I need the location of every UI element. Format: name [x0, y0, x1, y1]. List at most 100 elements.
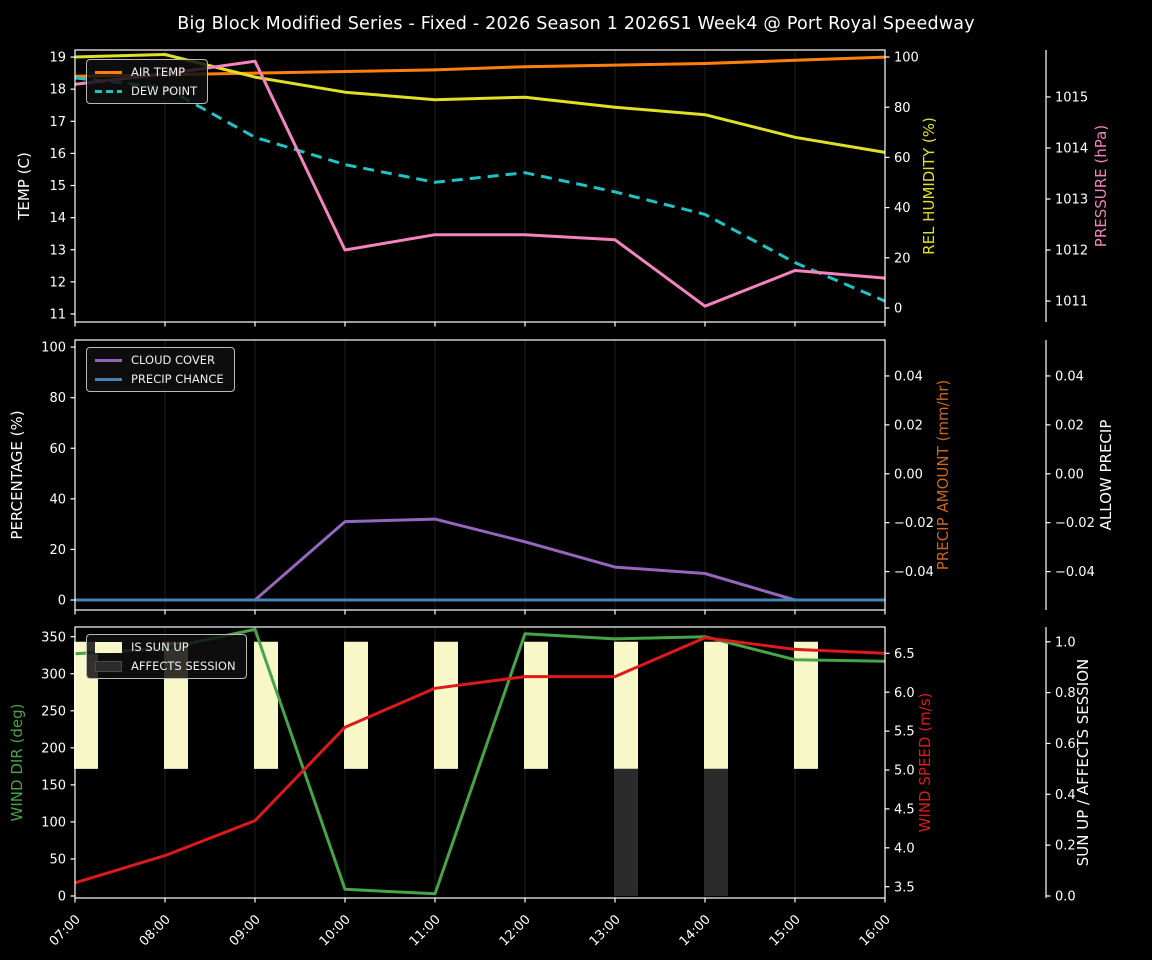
left-tick-label: 0 — [58, 594, 66, 609]
x-tick-labels: 07:00 08:00 09:00 10:00 11:00 12:00 13:00 14:00… — [47, 912, 894, 949]
bar — [794, 641, 818, 769]
outer-tick-label: −0.02 — [1055, 516, 1095, 531]
x-tick-label: 15:00 — [767, 912, 804, 949]
legend-entry: CLOUD COVER — [95, 353, 224, 367]
legend-cloud-precip: CLOUD COVER PRECIP CHANCE — [86, 347, 235, 392]
x-tick-label: 14:00 — [677, 912, 714, 949]
legend-label: CLOUD COVER — [131, 353, 216, 367]
right-tick-label: 6.0 — [894, 686, 915, 701]
left-tick-label: 80 — [49, 391, 66, 406]
left-tick-label: 100 — [41, 341, 66, 356]
legend-swatch-patch — [95, 660, 122, 672]
outer-axis: 1011 1012 1013 1014 1015 PRESSURE (hPa) — [1045, 50, 1110, 322]
legend-swatch-line — [95, 70, 122, 74]
legend-entry: IS SUN UP — [95, 640, 236, 654]
panel-cloud-precip: 0 20 40 60 80 100 PERCENTAGE (%) 0.04 0.02 0.00 −0… — [8, 339, 1115, 615]
right-tick-label: 20 — [894, 251, 911, 266]
right-tick-label: −0.04 — [894, 565, 934, 580]
right-tick-label: 60 — [894, 151, 911, 166]
outer-tick-label: 0.2 — [1055, 839, 1076, 854]
bar — [344, 641, 368, 769]
left-axis: 0 20 40 60 80 100 PERCENTAGE (%) — [8, 341, 75, 609]
legend-label: DEW POINT — [131, 84, 198, 98]
left-tick-label: 100 — [41, 815, 66, 830]
left-axis-label: WIND DIR (deg) — [8, 704, 26, 822]
gridlines — [164, 50, 796, 322]
x-tick-label: 09:00 — [227, 912, 264, 949]
left-tick-label: 200 — [41, 741, 66, 756]
bar — [704, 641, 728, 769]
x-tick-label: 13:00 — [587, 912, 624, 949]
outer-axis-label: SUN UP / AFFECTS SESSION — [1074, 659, 1092, 867]
x-tick-label: 16:00 — [857, 912, 894, 949]
left-tick-label: 40 — [49, 492, 66, 507]
x-tick-label: 12:00 — [497, 912, 534, 949]
outer-axis: 0.04 0.02 0.00 −0.02 −0.04 ALLOW PRECIP — [1045, 340, 1115, 610]
x-tick-label: 08:00 — [137, 912, 174, 949]
left-tick-label: 300 — [41, 667, 66, 682]
left-tick-label: 14 — [49, 211, 66, 226]
left-axis-label: PERCENTAGE (%) — [8, 410, 26, 539]
left-tick-label: 50 — [49, 853, 66, 868]
right-axis-label: WIND SPEED (m/s) — [916, 693, 934, 833]
legend-swatch-dash — [95, 89, 122, 93]
left-tick-label: 0 — [58, 890, 66, 905]
left-tick-label: 12 — [49, 275, 66, 290]
legend-swatch-patch — [95, 641, 122, 653]
left-tick-label: 13 — [49, 243, 66, 258]
panel-temperature-humidity-pressure: 11 12 13 14 15 16 17 18 19 TEMP (C) 0 20 40 60 80 100 RE… — [15, 49, 1110, 327]
left-tick-label: 350 — [41, 630, 66, 645]
x-tick-label: 11:00 — [407, 912, 444, 949]
left-axis-label: TEMP (C) — [15, 152, 33, 221]
bars-is-sun-up — [74, 641, 818, 769]
bar — [704, 768, 728, 896]
x-ticks — [74, 610, 886, 615]
series-wind-speed — [74, 636, 886, 885]
left-tick-label: 250 — [41, 704, 66, 719]
x-ticks — [74, 322, 886, 327]
outer-tick-label: 0.0 — [1055, 890, 1076, 905]
outer-tick-label: 0.8 — [1055, 686, 1076, 701]
x-tick-label: 07:00 — [47, 912, 84, 949]
legend-temperature-humidity-pressure: AIR TEMP DEW POINT — [86, 59, 209, 104]
right-axis-label: REL HUMIDITY (%) — [920, 117, 938, 255]
left-tick-label: 16 — [49, 147, 66, 162]
right-tick-label: 6.5 — [894, 647, 915, 662]
legend-label: AFFECTS SESSION — [131, 659, 236, 673]
right-tick-label: 0.02 — [894, 418, 923, 433]
left-tick-label: 150 — [41, 778, 66, 793]
right-tick-label: 5.5 — [894, 725, 915, 740]
legend-wind-sun: IS SUN UP AFFECTS SESSION — [86, 634, 247, 679]
legend-entry: AFFECTS SESSION — [95, 659, 236, 673]
left-tick-label: 15 — [49, 179, 66, 194]
outer-tick-label: 1011 — [1055, 295, 1088, 310]
x-ticks — [74, 898, 886, 903]
legend-swatch-line — [95, 358, 122, 362]
legend-label: IS SUN UP — [131, 640, 189, 654]
right-tick-label: 4.5 — [894, 802, 915, 817]
series-dew-point — [74, 76, 886, 303]
legend-entry: AIR TEMP — [95, 65, 197, 79]
gridlines — [164, 340, 796, 610]
plot-frame — [74, 626, 886, 899]
left-tick-label: 11 — [49, 308, 66, 323]
legend-entry: PRECIP CHANCE — [95, 372, 224, 386]
outer-tick-label: 1014 — [1055, 142, 1088, 157]
left-tick-label: 19 — [49, 51, 66, 66]
outer-axis-label: PRESSURE (hPa) — [1092, 125, 1110, 247]
right-axis-label: PRECIP AMOUNT (mm/hr) — [934, 380, 952, 570]
outer-tick-label: 0.00 — [1055, 467, 1084, 482]
outer-tick-label: 1012 — [1055, 244, 1088, 259]
right-tick-label: 0 — [894, 301, 902, 316]
plot-frame — [74, 339, 886, 611]
outer-tick-label: 0.6 — [1055, 737, 1076, 752]
series-pressure — [74, 59, 886, 308]
legend-label: AIR TEMP — [131, 65, 186, 79]
legend-label: PRECIP CHANCE — [131, 372, 224, 386]
left-tick-label: 20 — [49, 543, 66, 558]
bar — [614, 641, 638, 769]
right-axis: 0 20 40 60 80 100 REL HUMIDITY (%) — [885, 51, 938, 316]
legend-swatch-line — [95, 377, 122, 381]
right-tick-label: 0.00 — [894, 467, 923, 482]
